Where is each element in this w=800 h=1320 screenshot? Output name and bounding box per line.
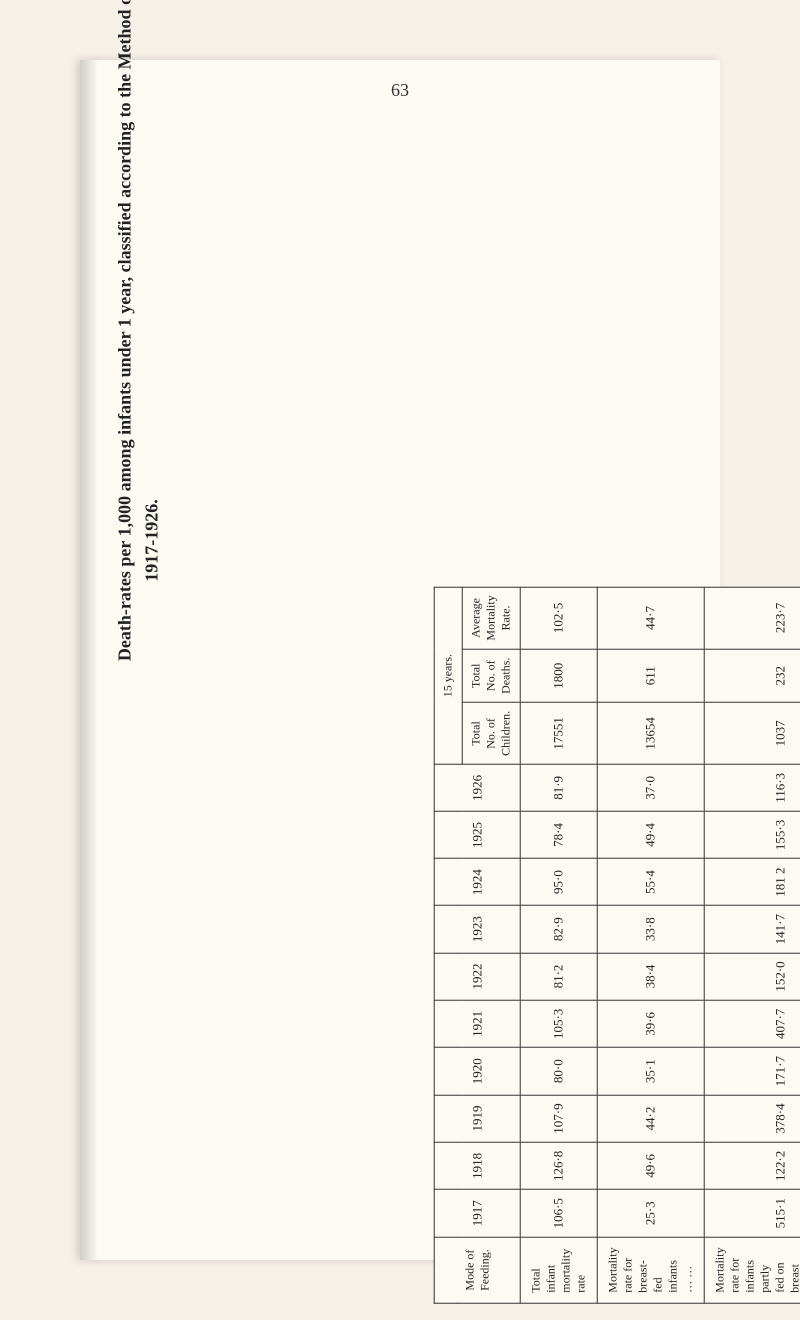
cell: 81·9 [520, 764, 597, 811]
cell: 515·1 [704, 1190, 800, 1237]
cell: 33·8 [597, 905, 704, 952]
cell: 38·4 [597, 953, 704, 1000]
table-title: Death-rates per 1,000 among infants unde… [115, 0, 136, 691]
cell-avg-rate: 44·7 [597, 587, 704, 649]
cell: 407·7 [704, 1000, 800, 1047]
year-1919: 1919 [434, 1095, 520, 1142]
cell-avg-rate: 223·7 [704, 587, 800, 649]
year-1918: 1918 [434, 1142, 520, 1189]
cell: 122·2 [704, 1142, 800, 1189]
cell: 141·7 [704, 905, 800, 952]
cell-total-children: 17551 [520, 702, 597, 764]
cell-total-deaths: 1800 [520, 649, 597, 702]
data-table-wrapper: Mode of Feeding. 1917 1918 1919 1920 192… [434, 586, 800, 1303]
cell: 25·3 [597, 1190, 704, 1237]
cell: 95·0 [520, 859, 597, 906]
fifteen-years-header: 15 years. [434, 587, 462, 765]
cell-total-deaths: 611 [597, 649, 704, 702]
cell-total-deaths: 232 [704, 649, 800, 702]
cell: 78·4 [520, 811, 597, 858]
cell-avg-rate: 102·5 [520, 587, 597, 649]
cell: 155·3 [704, 811, 800, 858]
table-row: Mortality rate for breast-fed infants … … [597, 587, 704, 1303]
row-label: Mortality rate for breast-fed infants … … [597, 1237, 704, 1303]
cell: 39·6 [597, 1000, 704, 1047]
year-1924: 1924 [434, 859, 520, 906]
cell: 35·1 [597, 1048, 704, 1095]
cell: 126·8 [520, 1142, 597, 1189]
total-deaths-header: Total No. of Deaths. [462, 649, 520, 702]
row-label: Total infant mortality rate [520, 1237, 597, 1303]
row-label: Mortality rate for infants partly fed on… [704, 1237, 800, 1303]
cell: 55·4 [597, 859, 704, 906]
cell: 106·5 [520, 1190, 597, 1237]
cell: 116·3 [704, 764, 800, 811]
cell: 105·3 [520, 1000, 597, 1047]
year-1921: 1921 [434, 1000, 520, 1047]
cell-total-children: 1037 [704, 702, 800, 764]
year-1926: 1926 [434, 764, 520, 811]
mortality-table: Mode of Feeding. 1917 1918 1919 1920 192… [434, 586, 800, 1303]
cell: 152·0 [704, 953, 800, 1000]
table-row: Total infant mortality rate 106·5 126·8 … [520, 587, 597, 1303]
table-row: Mortality rate for infants partly fed on… [704, 587, 800, 1303]
table-header-row: Mode of Feeding. 1917 1918 1919 1920 192… [434, 587, 462, 1303]
page-number: 63 [391, 80, 409, 101]
year-1923: 1923 [434, 905, 520, 952]
cell: 49·6 [597, 1142, 704, 1189]
cell: 44·2 [597, 1095, 704, 1142]
avg-rate-header: Average Mortality Rate. [462, 587, 520, 649]
page-surface: 63 Death-rates per 1,000 among infants u… [80, 60, 720, 1260]
year-1922: 1922 [434, 953, 520, 1000]
mode-header: Mode of Feeding. [434, 1237, 520, 1303]
year-1917: 1917 [434, 1190, 520, 1237]
cell: 37·0 [597, 764, 704, 811]
cell: 378·4 [704, 1095, 800, 1142]
cell-total-children: 13654 [597, 702, 704, 764]
cell: 107·9 [520, 1095, 597, 1142]
year-1920: 1920 [434, 1048, 520, 1095]
total-children-header: Total No. of Children. [462, 702, 520, 764]
cell: 171·7 [704, 1048, 800, 1095]
cell: 181 2 [704, 859, 800, 906]
cell: 81·2 [520, 953, 597, 1000]
year-1925: 1925 [434, 811, 520, 858]
cell: 80·0 [520, 1048, 597, 1095]
cell: 82·9 [520, 905, 597, 952]
table-subtitle: 1917-1926. [142, 391, 163, 691]
cell: 49·4 [597, 811, 704, 858]
